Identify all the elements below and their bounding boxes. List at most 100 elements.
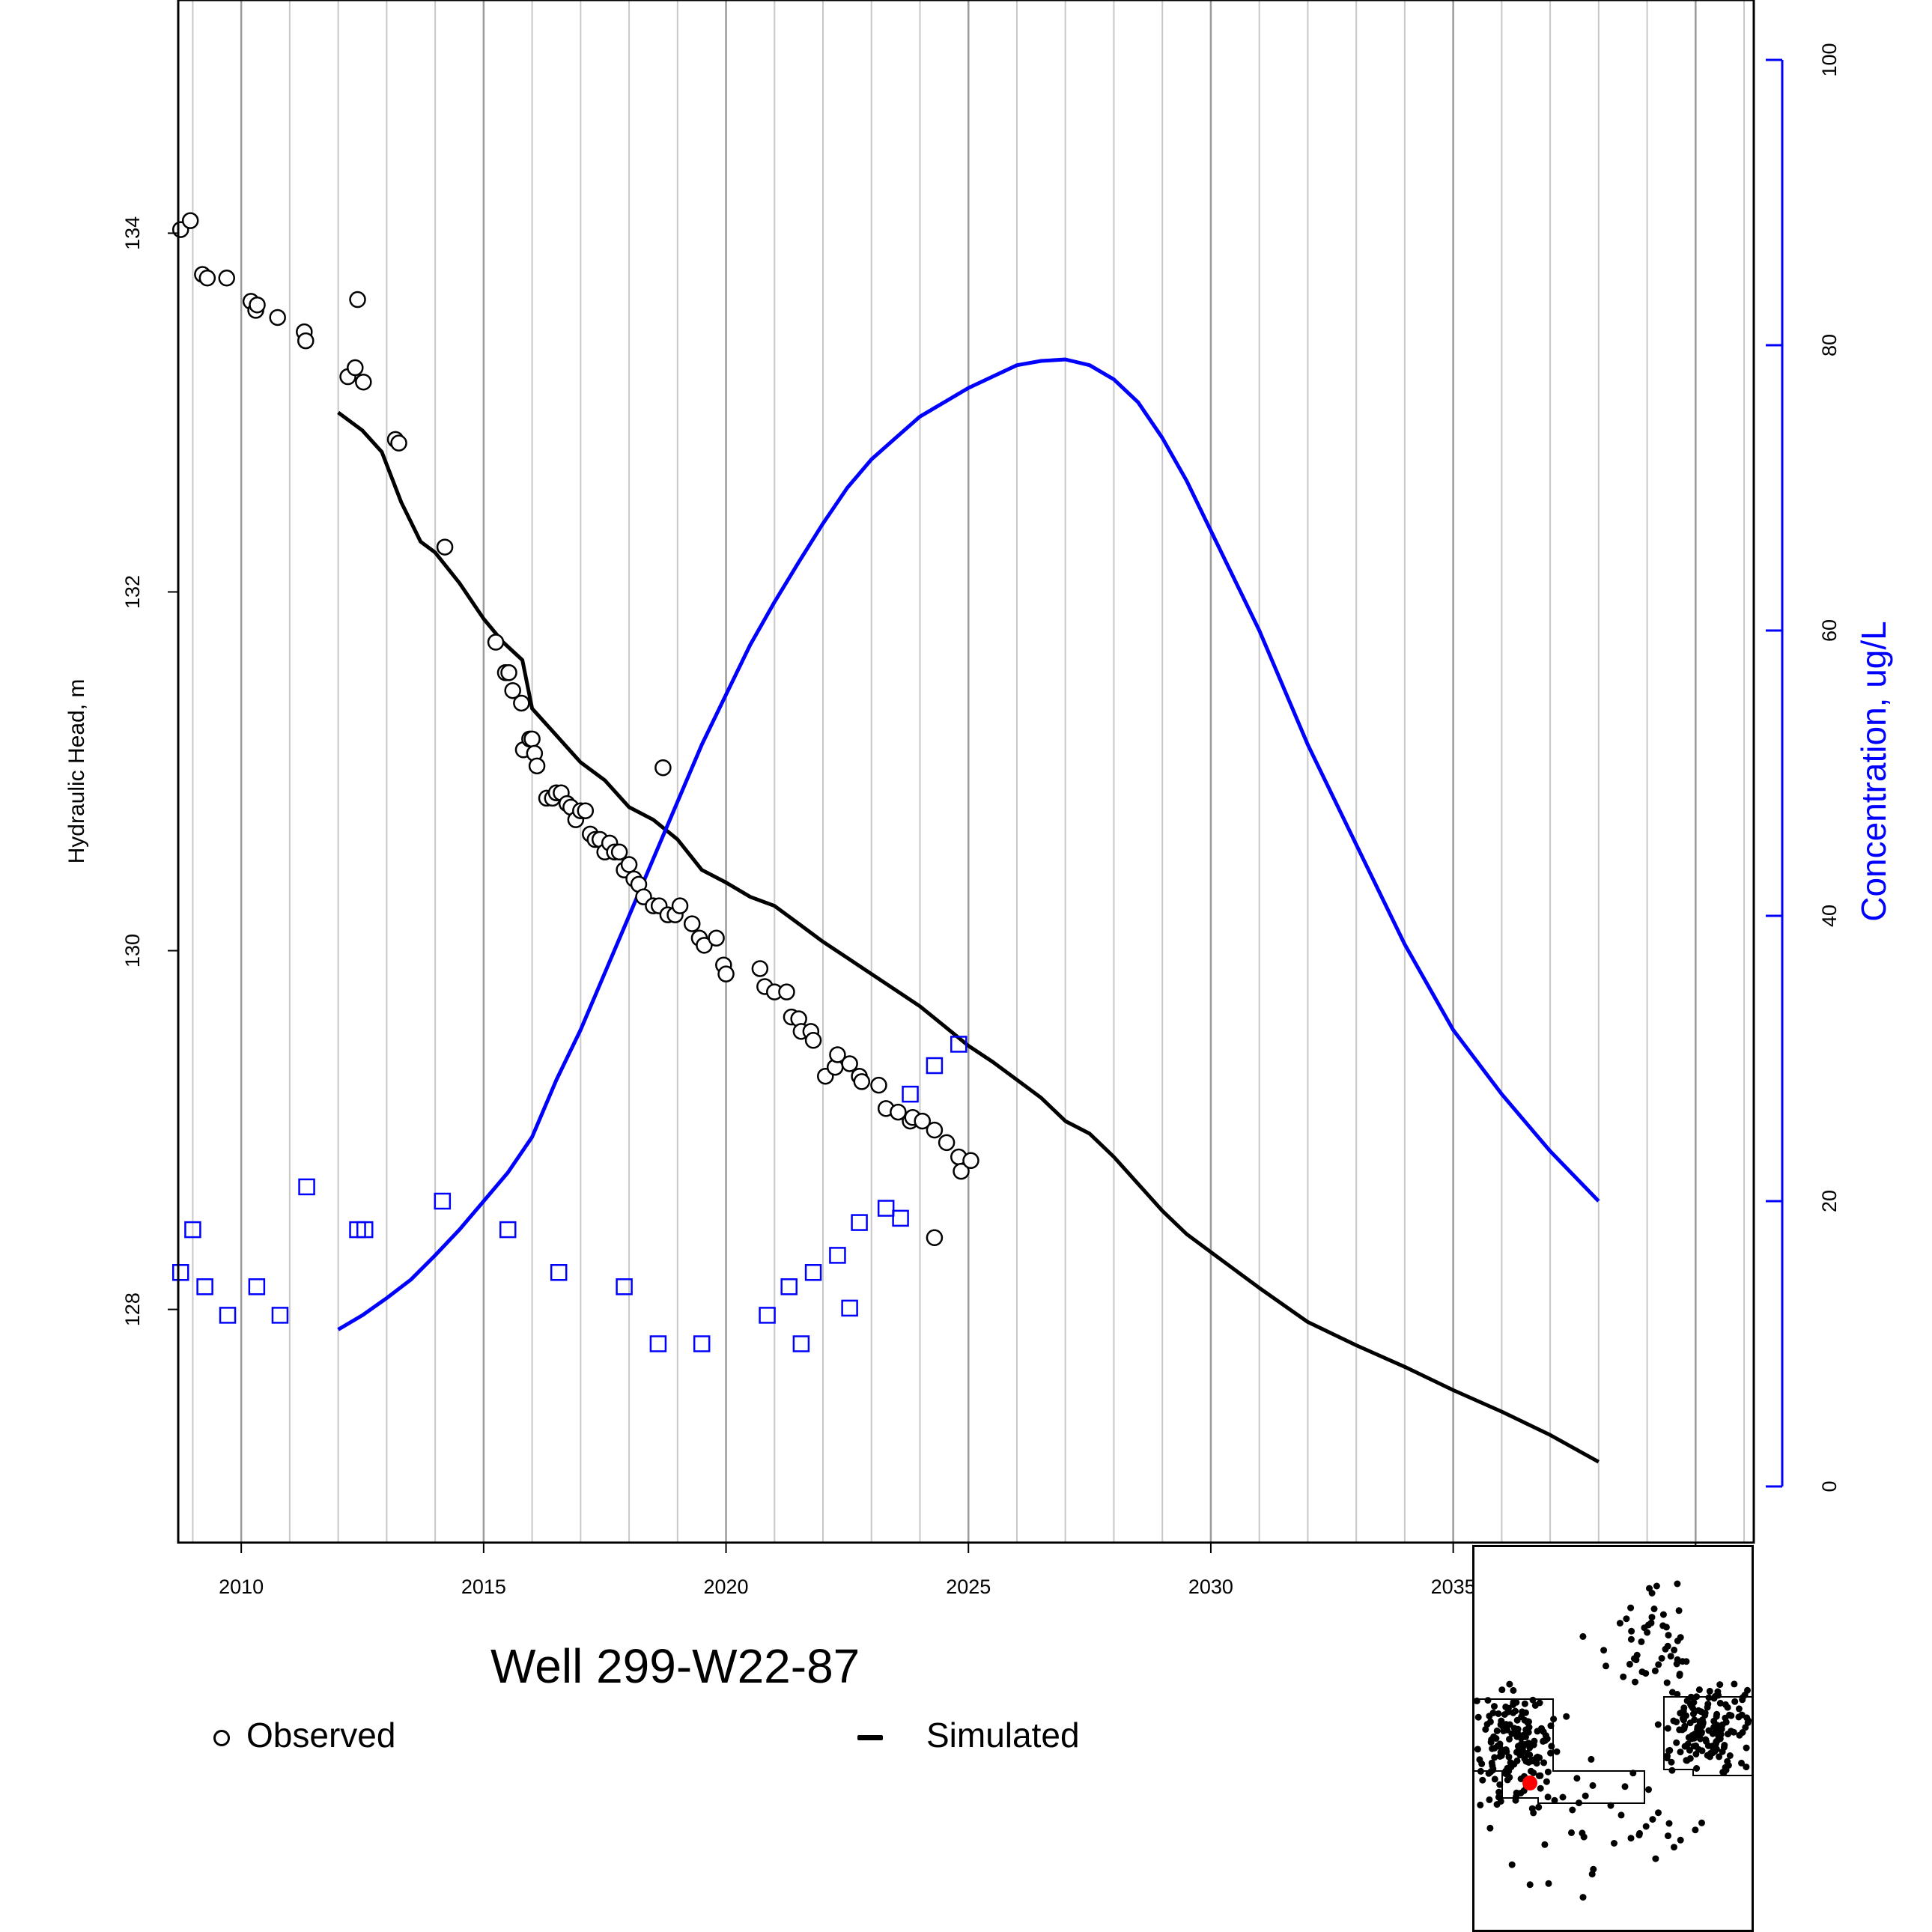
observed-concentration-point <box>248 1278 266 1295</box>
well-dot <box>1506 1773 1513 1781</box>
x-tick-label: 2035 <box>1431 1576 1476 1598</box>
well-dot <box>1644 1629 1651 1636</box>
simulated-concentration-series <box>337 357 1600 1331</box>
well-dot <box>1651 1667 1659 1674</box>
simulated-line-icon <box>857 1735 883 1741</box>
well-dot <box>1534 1728 1541 1735</box>
observed-point <box>610 843 628 861</box>
well-dot <box>1713 1737 1721 1745</box>
well-dot <box>1693 1765 1701 1772</box>
well-dot <box>1517 1790 1525 1796</box>
well-dot <box>1691 1716 1698 1724</box>
well-dot <box>1673 1660 1680 1668</box>
well-dot <box>1517 1775 1525 1782</box>
observed-concentration-point <box>434 1192 452 1210</box>
well-dot <box>1519 1708 1526 1716</box>
observed-point <box>841 1055 858 1072</box>
observed-concentration-point <box>829 1247 846 1264</box>
well-dot <box>1665 1832 1671 1840</box>
well-dot <box>1701 1711 1709 1719</box>
well-dot <box>1477 1801 1484 1808</box>
well-dot <box>1486 1824 1494 1832</box>
legend-simulated: Simulated <box>857 1715 1080 1755</box>
well-dot <box>1704 1704 1711 1711</box>
observed-concentration-point <box>184 1221 201 1239</box>
well-dot <box>1568 1829 1575 1836</box>
well-dot <box>1490 1733 1498 1740</box>
y-tick-label: 128 <box>121 1292 144 1326</box>
observed-point <box>778 983 795 1000</box>
observed-concentration-point <box>171 1264 189 1281</box>
observed-concentration-point <box>649 1335 667 1352</box>
well-dot <box>1702 1736 1710 1743</box>
well-dot <box>1698 1730 1705 1737</box>
legend-observed: Observed <box>213 1715 395 1755</box>
observed-point <box>523 730 541 748</box>
well-dot <box>1526 1881 1534 1889</box>
current-well-marker <box>1522 1775 1537 1790</box>
well-dot <box>1553 1748 1561 1755</box>
observed-point <box>914 1112 931 1130</box>
observed-point <box>926 1121 944 1139</box>
well-dot <box>1664 1725 1671 1732</box>
well-dot <box>1523 1749 1531 1757</box>
well-dot <box>1504 1764 1511 1772</box>
well-dot <box>1722 1719 1730 1726</box>
well-dot <box>1648 1614 1656 1621</box>
well-dot <box>1579 1632 1587 1640</box>
well-dot <box>1589 1781 1597 1789</box>
well-dot <box>1528 1805 1536 1812</box>
observed-concentration-point <box>926 1057 944 1075</box>
well-dot <box>1525 1718 1532 1725</box>
boundary-east <box>1663 1696 1754 1776</box>
well-dot <box>1479 1776 1486 1784</box>
well-dot <box>1638 1638 1645 1645</box>
y2-tick-label: 60 <box>1818 619 1841 642</box>
well-dot <box>1543 1778 1550 1785</box>
observed-concentration-point <box>780 1278 798 1295</box>
axes: 2010201520202025203020352040128130132134… <box>121 43 1841 1598</box>
well-dot <box>1506 1680 1513 1688</box>
plot-frame <box>177 0 1755 1544</box>
observed-point <box>804 1032 822 1049</box>
well-dot <box>1680 1710 1686 1718</box>
x-tick-label: 2015 <box>461 1576 506 1598</box>
well-dot <box>1536 1699 1543 1707</box>
well-dot <box>1603 1662 1609 1670</box>
well-dot <box>1535 1803 1543 1811</box>
well-dot <box>1497 1749 1504 1756</box>
observed-concentration-point <box>877 1200 895 1217</box>
secondary-y-axis-label: Concentration, ug/L <box>1854 621 1893 922</box>
well-dot <box>1518 1749 1525 1757</box>
observed-point <box>487 634 505 651</box>
well-dot <box>1731 1698 1739 1705</box>
well-dot <box>1497 1797 1504 1805</box>
x-tick-label: 2025 <box>946 1576 991 1598</box>
well-dot <box>1665 1747 1673 1755</box>
well-dot <box>1521 1741 1528 1748</box>
well-dot <box>1537 1784 1544 1792</box>
well-dot <box>1506 1736 1513 1743</box>
well-dot <box>1510 1701 1517 1708</box>
well-dot <box>1491 1754 1498 1761</box>
well-dot <box>1686 1746 1693 1754</box>
well-dot <box>1491 1775 1498 1783</box>
well-dot <box>1540 1759 1548 1767</box>
observed-point <box>218 270 235 287</box>
observed-concentration-point <box>616 1278 633 1295</box>
observed-concentration-point <box>841 1299 858 1317</box>
well-dot <box>1665 1632 1672 1639</box>
well-dot <box>1512 1707 1519 1715</box>
well-dot <box>1489 1762 1496 1770</box>
observed-point <box>349 291 366 309</box>
well-dot <box>1642 1670 1650 1677</box>
well-dot <box>1489 1745 1496 1752</box>
well-dot <box>1526 1744 1534 1752</box>
observed-point <box>528 757 546 775</box>
well-dot <box>1675 1607 1683 1614</box>
well-dot <box>1623 1615 1630 1623</box>
observed-concentration-point <box>271 1307 289 1324</box>
well-dot <box>1474 1746 1481 1753</box>
well-dot <box>1529 1696 1537 1704</box>
well-dot <box>1620 1673 1627 1680</box>
